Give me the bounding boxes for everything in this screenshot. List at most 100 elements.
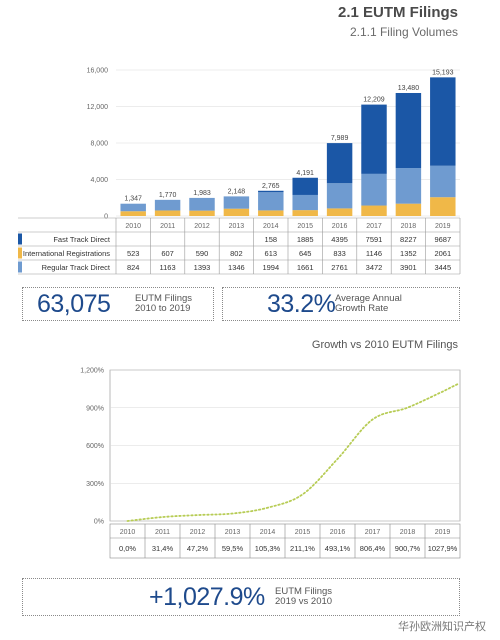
growth-value-label: 900,7% [395, 544, 421, 553]
bar-segment [258, 210, 284, 216]
x-tick-label: 2018 [400, 529, 416, 536]
total-filings-card: 63,075 EUTM Filings 2010 to 2019 [22, 287, 214, 321]
bar-total-label: 4,191 [296, 170, 314, 177]
table-cell: 4395 [331, 235, 348, 244]
y-tick-label: 1,200% [80, 368, 104, 375]
growth-chart-title: Growth vs 2010 EUTM Filings [311, 339, 458, 351]
x-tick-label: 2015 [297, 223, 313, 230]
table-cell: 590 [196, 249, 209, 258]
y-tick-label: 12,000 [87, 104, 109, 111]
table-cell: 1994 [262, 263, 279, 272]
x-tick-label: 2019 [435, 223, 451, 230]
bar-segment [258, 190, 284, 193]
bar-segment [395, 92, 422, 169]
bar-total-label: 2,148 [228, 188, 246, 195]
legend-swatch [18, 247, 22, 259]
x-tick-label: 2012 [194, 223, 210, 230]
table-cell: 1393 [194, 263, 211, 272]
x-tick-label: 2013 [229, 223, 245, 230]
table-cell: 1163 [160, 263, 176, 272]
table-cell: 523 [127, 249, 140, 258]
growth-value-label: 105,3% [255, 544, 281, 553]
x-tick-label: 2017 [365, 529, 381, 536]
section-title: 2.1 EUTM Filings [337, 4, 458, 21]
section-subtitle: 2.1.1 Filing Volumes [349, 25, 458, 39]
bar-segment [223, 208, 250, 216]
x-tick-label: 2010 [120, 529, 136, 536]
bar-segment [154, 199, 181, 211]
growth-value-label: 59,5% [222, 544, 244, 553]
x-tick-label: 2011 [155, 529, 170, 536]
y-tick-label: 600% [86, 443, 104, 450]
x-tick-label: 2011 [160, 223, 175, 230]
filing-volumes-chart: 0 4,000 8,000 12,000 16,000 1,347 1,770 1,983 2,… [18, 68, 461, 275]
bar-total-label: 1,347 [124, 196, 142, 203]
table-cell: 2061 [434, 249, 451, 258]
y-tick-label: 4,000 [90, 177, 108, 184]
bar-segment [430, 165, 456, 198]
legend-swatch [18, 233, 22, 245]
legend-swatch [18, 261, 22, 273]
total-filings-label-2: 2010 to 2019 [135, 303, 191, 314]
x-tick-label: 2013 [225, 529, 241, 536]
bar-total-label: 7,989 [331, 135, 349, 142]
x-tick-label: 2015 [295, 529, 311, 536]
legend-label: Fast Track Direct [53, 235, 111, 244]
bar-segment [361, 104, 387, 174]
table-cell: 607 [161, 249, 174, 258]
y-tick-label: 0 [104, 214, 108, 221]
x-tick-label: 2018 [401, 223, 417, 230]
x-tick-label: 2017 [366, 223, 382, 230]
bar-total-label: 1,770 [159, 192, 177, 199]
x-tick-label: 2014 [260, 529, 276, 536]
y-tick-label: 900% [86, 405, 104, 412]
y-tick-label: 300% [86, 481, 104, 488]
bar-segment [189, 197, 215, 211]
bar-segment [361, 205, 387, 216]
table-cell: 8227 [400, 235, 417, 244]
table-cell: 7591 [366, 235, 383, 244]
x-tick-label: 2014 [263, 223, 279, 230]
growth-rate-label-1: Average Annual [335, 293, 402, 304]
bar-segment [154, 210, 181, 216]
table-cell: 158 [265, 235, 278, 244]
y-tick-label: 8,000 [90, 141, 108, 148]
bar-total-label: 1,983 [193, 190, 211, 197]
bar-segment [395, 203, 422, 216]
table-cell: 645 [299, 249, 312, 258]
bar-total-label: 13,480 [398, 85, 420, 92]
bar-total-label: 15,193 [432, 69, 454, 76]
bar-segment [430, 197, 456, 216]
bar-segment [189, 210, 215, 216]
y-tick-label: 0% [94, 519, 104, 526]
watermark-text: 华孙欧洲知识产权 [398, 621, 486, 633]
table-cell: 613 [265, 249, 278, 258]
growth-total-value: +1,027.9% [149, 583, 265, 611]
table-cell: 802 [230, 249, 243, 258]
growth-value-label: 806,4% [360, 544, 386, 553]
total-filings-label-1: EUTM Filings [135, 293, 193, 304]
growth-total-label-2: 2019 vs 2010 [275, 596, 333, 607]
bar-segment [120, 203, 146, 212]
bar-total-label: 2,765 [262, 183, 280, 190]
bar-segment [223, 196, 250, 209]
growth-rate-card: 33.2% Average Annual Growth Rate [222, 287, 460, 321]
table-cell: 9687 [434, 235, 451, 244]
table-cell: 1146 [366, 249, 382, 258]
growth-line [126, 382, 460, 522]
table-cell: 2761 [331, 263, 348, 272]
growth-value-label: 47,2% [187, 544, 209, 553]
table-cell: 1346 [228, 263, 245, 272]
growth-value-label: 493,1% [325, 544, 351, 553]
x-tick-label: 2019 [435, 529, 451, 536]
table-cell: 3901 [400, 263, 417, 272]
bar-total-label: 12,209 [363, 97, 385, 104]
y-tick-label: 16,000 [87, 68, 109, 75]
bar-segment [326, 208, 353, 216]
x-tick-label: 2016 [332, 223, 348, 230]
legend-label: International Registrations [23, 249, 110, 258]
table-cell: 3472 [366, 263, 383, 272]
table-cell: 3445 [434, 263, 451, 272]
table-cell: 824 [127, 263, 140, 272]
growth-value-label: 0,0% [119, 544, 136, 553]
